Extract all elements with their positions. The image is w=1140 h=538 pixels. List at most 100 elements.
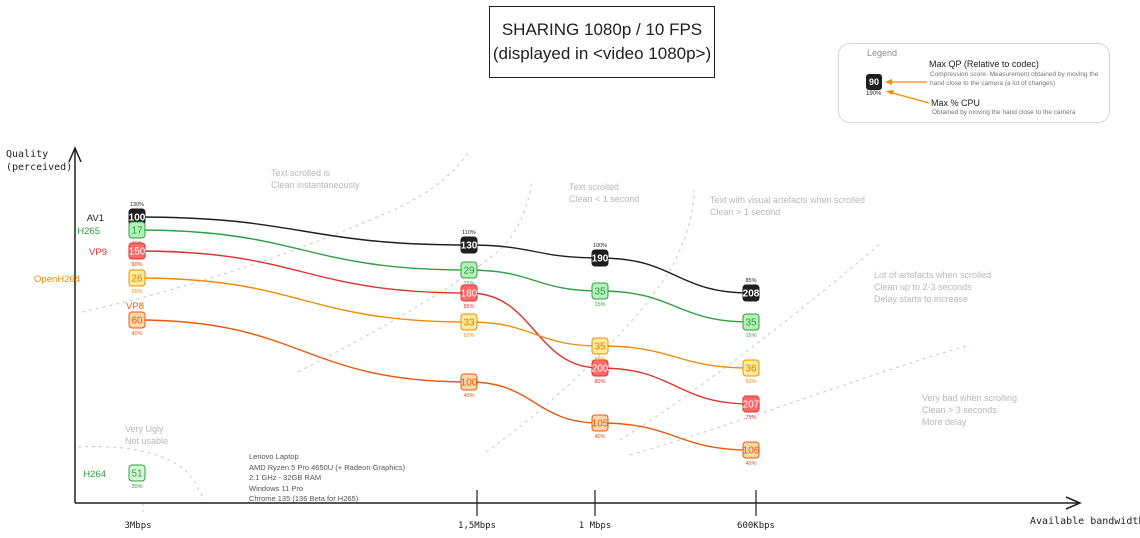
chart-subtitle: (displayed in <video 1080p>) — [492, 44, 712, 63]
qp-label: 35 — [594, 287, 606, 298]
qp-label: 200 — [592, 364, 609, 375]
data-point-av1 — [591, 249, 609, 267]
series-name-vp8: VP8 — [126, 301, 144, 312]
qp-label: 106 — [743, 446, 760, 457]
zone-divider — [629, 344, 971, 456]
qp-label: 36 — [745, 364, 757, 375]
qp-label: 33 — [463, 318, 475, 329]
zone-label: Text scrolled — [569, 182, 619, 192]
series-name-h264: H264 — [83, 469, 106, 480]
qp-label: 150 — [129, 247, 146, 258]
x-tick-label: 1,5Mbps — [458, 521, 496, 531]
data-point-vp9 — [128, 242, 146, 260]
series-name-vp9: VP9 — [89, 247, 107, 258]
qp-label: 190 — [592, 254, 609, 265]
legend-title: Legend — [867, 48, 898, 58]
legend-sample-box: 90 — [866, 74, 882, 90]
qp-label: 35 — [594, 342, 606, 353]
cpu-label: 15% — [594, 302, 605, 308]
legend-qp-title: Max QP (Relative to codec) — [929, 59, 1039, 69]
zone-label: Very bad when scrolling — [922, 393, 1017, 403]
x-tick-label: 1 Mbps — [579, 521, 612, 531]
qp-label: 60 — [131, 316, 143, 327]
title-box: SHARING 1080p / 10 FPS (displayed in <vi… — [489, 6, 715, 78]
x-tick-label: 600Kbps — [737, 521, 775, 531]
data-point-openh264 — [742, 359, 760, 377]
cpu-label: 75% — [745, 415, 756, 421]
cpu-label: 62% — [463, 333, 474, 339]
legend-qp-desc: Compression score. Measurement obtained … — [930, 71, 1099, 87]
data-point-vp8 — [591, 414, 609, 432]
zone-label: More delay — [922, 417, 967, 427]
chart-title: SHARING 1080p / 10 FPS — [501, 20, 703, 39]
cpu-label: 40% — [131, 331, 142, 337]
series-name-h265: H265 — [77, 226, 100, 237]
qp-label: 17 — [131, 226, 143, 237]
cpu-label: 40% — [463, 393, 474, 399]
qp-label: 180 — [461, 289, 478, 300]
legend-sample-cpu: 190% — [866, 91, 882, 97]
cpu-label: 15% — [463, 281, 474, 287]
data-point-av1 — [460, 236, 478, 254]
zone-label: Clean up to 2-3 seconds — [874, 282, 972, 292]
data-point-vp9 — [742, 395, 760, 413]
cpu-label: 15% — [745, 333, 756, 339]
cpu-label: 65% — [131, 289, 142, 295]
cpu-label: 50% — [745, 379, 756, 385]
laptop-specs: Lenovo Laptop AMD Ryzen 5 Pro 4650U (+ R… — [249, 452, 405, 505]
y-axis-label: (perceived) — [6, 162, 72, 173]
legend-panel: Legend 90 190% Max QP (Relative to codec… — [838, 43, 1110, 123]
laptop-line: AMD Ryzen 5 Pro 4650U (+ Radeon Graphics… — [249, 462, 406, 472]
data-point-vp8 — [128, 311, 146, 329]
data-point-av1 — [742, 284, 760, 302]
qp-label: 130 — [461, 241, 478, 252]
zone-label: Clean > 3 seconds — [922, 405, 997, 415]
cpu-label: 80% — [594, 379, 605, 385]
data-point-vp9 — [591, 359, 609, 377]
zone-label: Delay starts to increase — [874, 294, 968, 304]
zone-label: Clean < 1 second — [569, 194, 639, 204]
series-name-openh264: OpenH264 — [34, 274, 80, 285]
data-point-vp8 — [460, 373, 478, 391]
zone-label: Clean instantaneously — [271, 180, 360, 190]
series-line-vp8 — [136, 319, 752, 451]
cpu-label: 30% — [131, 484, 142, 490]
data-point-h265 — [742, 313, 760, 331]
cpu-label: 40% — [745, 461, 756, 467]
series-line-openh264 — [136, 277, 752, 369]
cpu-label: 55% — [594, 357, 605, 363]
zone-divider — [619, 243, 881, 441]
zone-label: Text scrolled is — [271, 168, 331, 178]
laptop-line: Windows 11 Pro — [249, 483, 304, 493]
data-point-openh264 — [591, 337, 609, 355]
zone-divider — [297, 181, 533, 373]
laptop-line: Lenovo Laptop — [249, 452, 299, 461]
zone-label: Not usable — [125, 436, 168, 446]
laptop-line: 2.1 GHz - 32GB RAM — [249, 473, 322, 482]
cpu-label: 100% — [593, 243, 607, 249]
qp-label: 100 — [129, 213, 146, 224]
cpu-label: 85% — [745, 278, 756, 284]
data-point-openh264 — [460, 313, 478, 331]
series-line-h265 — [136, 229, 752, 323]
y-axis-arrow — [68, 146, 82, 163]
qp-label: 29 — [463, 266, 475, 277]
laptop-line: Chrome 135 (136 Beta for H265) — [249, 494, 359, 503]
qp-label: 100 — [461, 378, 478, 389]
cpu-label: 90% — [131, 262, 142, 268]
legend-cpu-title: Max % CPU — [931, 98, 981, 108]
data-point-openh264 — [128, 269, 146, 287]
cpu-label: 85% — [463, 304, 474, 310]
qp-label: 35 — [745, 318, 757, 329]
zone-divider — [485, 189, 695, 453]
cpu-label: 110% — [462, 230, 476, 236]
series-line-av1 — [136, 216, 752, 294]
qp-label: 207 — [743, 400, 760, 411]
zone-label: Very Ugly — [125, 424, 164, 434]
cpu-label: 130% — [130, 202, 144, 208]
data-point-h265 — [460, 261, 478, 279]
qp-label: 51 — [131, 469, 143, 480]
qp-label: 26 — [131, 274, 143, 285]
qp-label: 208 — [743, 289, 760, 300]
